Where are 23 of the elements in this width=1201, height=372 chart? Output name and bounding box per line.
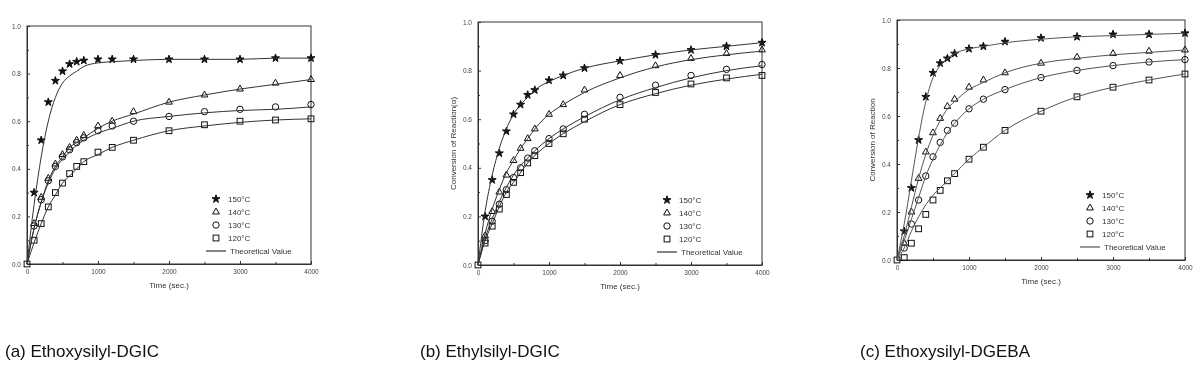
y-axis-title: Conversion of Reaction [868,98,877,182]
legend-label: 140°C [1102,204,1125,213]
x-axis-title: Time (sec.) [1021,277,1062,286]
legend-label: 130°C [679,222,702,231]
x-axis-title: Time (sec.) [600,282,641,291]
legend-label: 130°C [228,221,251,230]
legend-label: Theoretical Value [230,247,293,256]
y-axis-title: Conversion of Reaction(α) [449,96,458,191]
text: (a) Ethoxysilyl-DGIC [5,342,159,361]
text: (b) Ethylsilyl-DGIC [420,342,560,361]
legend-label: Theoretical Value [681,248,744,257]
legend-label: 140°C [228,208,251,217]
text: (c) Ethoxysilyl-DGEBA [860,342,1031,361]
legend-label: Theoretical Value [1104,243,1167,252]
legend-label: 120°C [679,235,702,244]
legend-label: 150°C [679,196,702,205]
x-axis-title: Time (sec.) [149,281,190,290]
legend-label: 150°C [1102,191,1125,200]
legend-label: 130°C [1102,217,1125,226]
legend-label: 120°C [1102,230,1125,239]
legend-label: 120°C [228,234,251,243]
legend-label: 140°C [679,209,702,218]
legend-label: 150°C [228,195,251,204]
